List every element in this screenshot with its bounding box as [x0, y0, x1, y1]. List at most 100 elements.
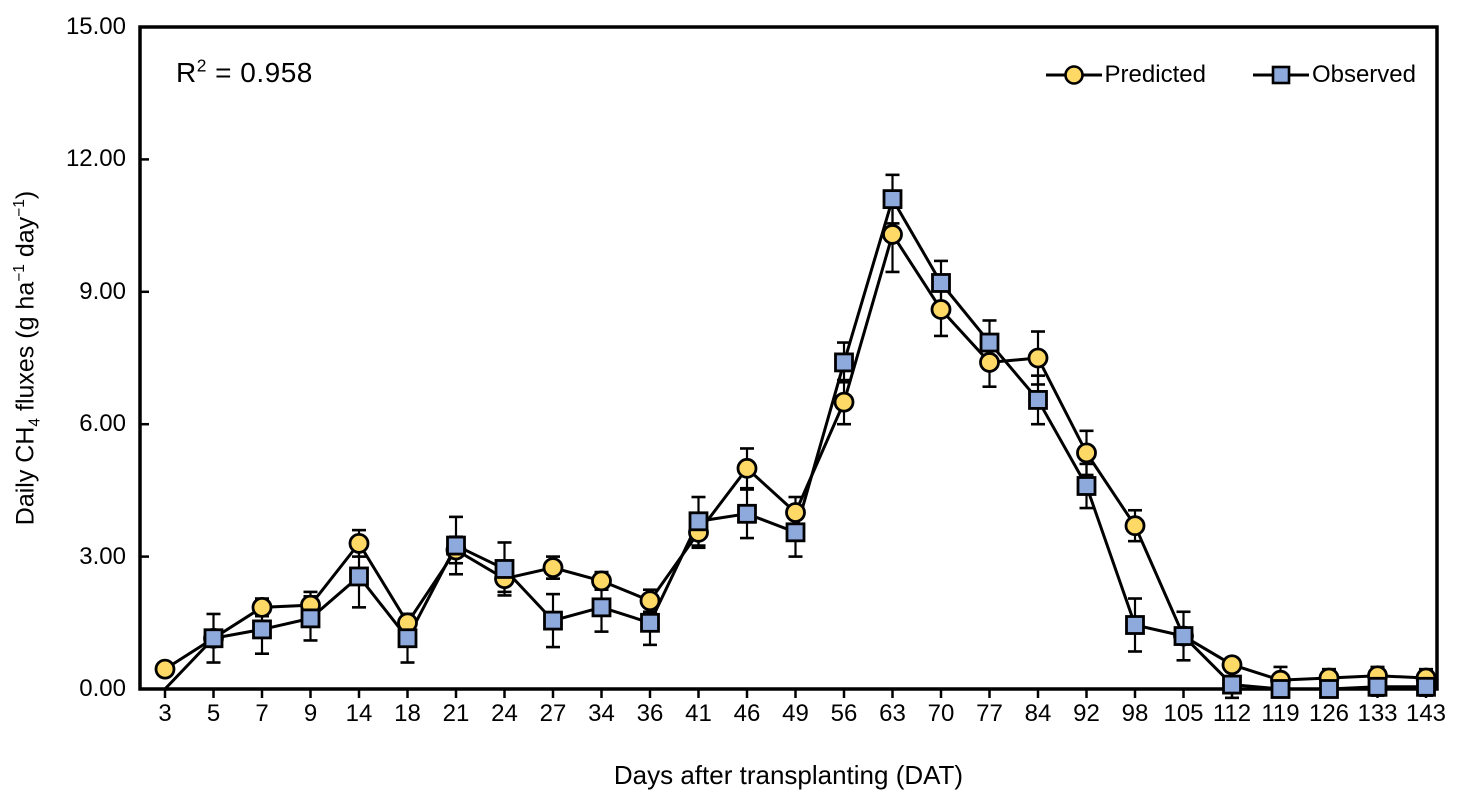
observed-marker — [1173, 626, 1194, 646]
observed-marker — [1416, 676, 1436, 697]
predicted-marker — [979, 352, 1000, 373]
x-tick-label: 105 — [1163, 700, 1204, 727]
predicted-line — [164, 230, 1427, 682]
x-tick-label: 126 — [1308, 700, 1350, 727]
legend-item-observed: Observed — [1252, 61, 1416, 89]
predicted-marker — [154, 658, 176, 680]
predicted-marker — [833, 391, 855, 413]
x-tick-label: 133 — [1357, 700, 1398, 727]
observed-marker — [397, 628, 418, 649]
observed-marker — [591, 597, 612, 618]
x-tick-label: 56 — [830, 700, 858, 727]
y-title-superscript: −1 — [11, 264, 29, 282]
observed-marker — [979, 332, 1000, 353]
legend-label-predicted: Predicted — [1104, 61, 1206, 88]
y-title-text: Daily CH — [11, 426, 40, 526]
observed-marker — [203, 628, 224, 649]
observed-marker — [300, 608, 321, 629]
observed-marker — [494, 559, 515, 579]
observed-marker — [882, 189, 903, 210]
x-tick-label: 143 — [1405, 700, 1447, 727]
legend-label-observed: Observed — [1311, 61, 1416, 88]
r-squared-annotation: R2 = 0.958 — [176, 57, 313, 89]
y-title-text: ) — [11, 190, 40, 200]
x-tick-label: 27 — [539, 700, 567, 727]
y-axis-title: Daily CH4 fluxes (g ha−1 day−1) — [11, 190, 44, 526]
x-tick-label: 98 — [1121, 700, 1149, 727]
observed-marker — [1367, 676, 1388, 697]
observed-marker — [785, 522, 806, 543]
predicted-marker — [591, 570, 612, 592]
observed-marker — [931, 273, 951, 293]
plot-frame — [138, 25, 1439, 691]
observed-marker — [349, 566, 369, 587]
observed-marker — [446, 535, 466, 556]
predicted-marker — [251, 596, 273, 618]
predicted-marker — [1221, 654, 1243, 676]
y-title-superscript: −1 — [11, 199, 29, 217]
observed-marker — [1125, 615, 1145, 635]
x-tick-label: 14 — [345, 700, 373, 727]
x-tick-label: 112 — [1212, 700, 1252, 727]
x-tick-label: 84 — [1024, 700, 1052, 727]
y-tick-label: 15.00 — [65, 13, 126, 40]
predicted-marker — [1076, 442, 1097, 464]
observed-line-square-icon — [1252, 65, 1309, 85]
observed-marker — [1270, 679, 1291, 699]
x-tick-label: 92 — [1073, 700, 1100, 727]
y-tick-label: 12.00 — [65, 145, 126, 173]
predicted-marker — [639, 590, 661, 612]
observed-marker — [737, 503, 757, 524]
y-title-text: fluxes (g ha — [11, 281, 40, 418]
predicted-marker — [785, 502, 806, 523]
predicted-marker — [930, 299, 952, 320]
legend: Predicted Observed — [1045, 61, 1416, 89]
x-tick-label: 36 — [636, 700, 664, 727]
predicted-marker — [542, 557, 564, 579]
predicted-marker — [1124, 515, 1146, 537]
r-squared-exponent: 2 — [196, 55, 207, 76]
x-tick-label: 9 — [303, 700, 318, 727]
y-tick-label: 6.00 — [79, 410, 126, 438]
x-tick-label: 18 — [394, 700, 421, 727]
observed-marker — [1076, 476, 1097, 496]
y-tick-label: 9.00 — [79, 277, 126, 305]
x-tick-label: 21 — [442, 700, 470, 727]
x-tick-label: 34 — [588, 700, 615, 727]
predicted-marker — [736, 457, 758, 479]
r-squared-base: R — [176, 57, 197, 88]
x-tick-label: 3 — [158, 700, 172, 727]
x-tick-label: 49 — [782, 700, 809, 727]
y-title-text: day — [11, 216, 40, 265]
observed-line — [163, 195, 1426, 691]
x-tick-label: 77 — [976, 700, 1003, 727]
observed-marker — [834, 352, 854, 373]
observed-marker — [1222, 674, 1242, 695]
observed-marker — [1319, 679, 1339, 699]
y-title-subscript: 4 — [26, 417, 44, 427]
observed-marker — [640, 612, 660, 633]
x-tick-label: 5 — [206, 700, 221, 727]
x-tick-label: 63 — [879, 700, 906, 727]
observed-marker — [1028, 390, 1048, 410]
predicted-line-circle-icon — [1045, 65, 1102, 85]
r-squared-value: = 0.958 — [206, 57, 313, 88]
x-tick-label: 24 — [491, 700, 518, 727]
x-axis-title: Days after transplanting (DAT) — [613, 760, 964, 790]
y-tick-label: 0.00 — [79, 675, 126, 702]
predicted-marker — [882, 224, 903, 245]
x-tick-label: 7 — [255, 700, 269, 727]
x-tick-label: 41 — [685, 700, 712, 727]
x-tick-label: 46 — [733, 700, 761, 727]
x-tick-label: 70 — [927, 700, 955, 727]
legend-item-predicted: Predicted — [1045, 61, 1206, 89]
observed-marker — [252, 619, 272, 640]
predicted-marker — [348, 532, 370, 554]
observed-marker — [543, 610, 563, 631]
predicted-marker — [1027, 347, 1049, 369]
y-tick-label: 3.00 — [79, 542, 126, 570]
x-tick-label: 119 — [1261, 700, 1300, 727]
observed-marker — [688, 511, 709, 532]
